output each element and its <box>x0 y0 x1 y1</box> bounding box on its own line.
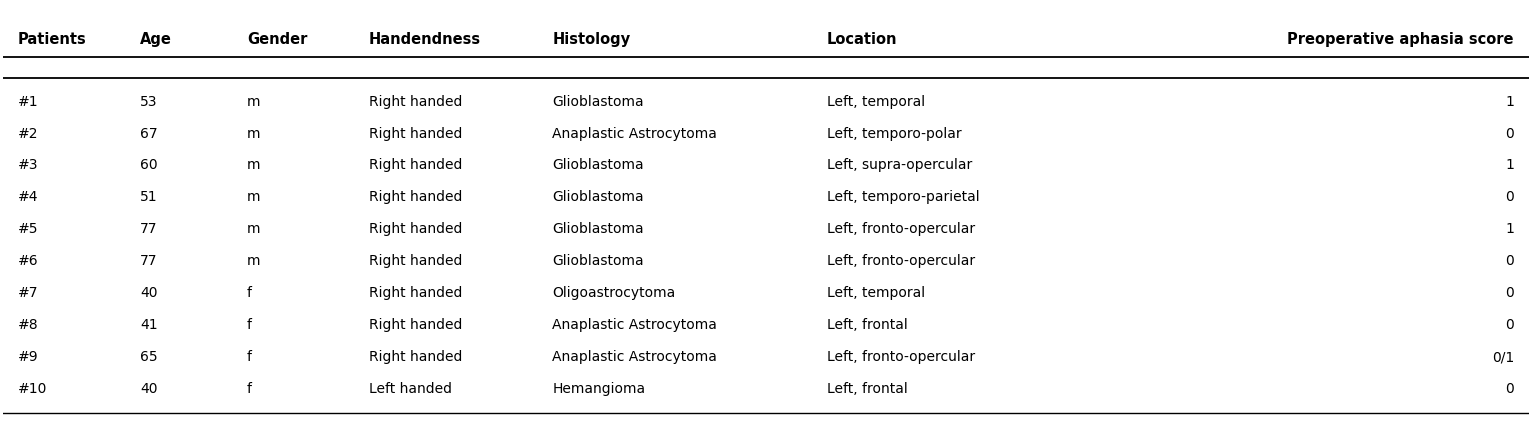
Text: m: m <box>247 222 260 236</box>
Text: f: f <box>247 350 251 364</box>
Text: Right handed: Right handed <box>369 254 463 268</box>
Text: 65: 65 <box>139 350 158 364</box>
Text: 41: 41 <box>139 318 158 332</box>
Text: Left handed: Left handed <box>369 382 452 396</box>
Text: #6: #6 <box>18 254 38 268</box>
Text: 40: 40 <box>139 286 158 300</box>
Text: Preoperative aphasia score: Preoperative aphasia score <box>1287 32 1514 47</box>
Text: Right handed: Right handed <box>369 286 463 300</box>
Text: f: f <box>247 318 251 332</box>
Text: Left, frontal: Left, frontal <box>827 382 908 396</box>
Text: Gender: Gender <box>247 32 308 47</box>
Text: 1: 1 <box>1504 95 1514 109</box>
Text: f: f <box>247 286 251 300</box>
Text: #1: #1 <box>18 95 38 109</box>
Text: #7: #7 <box>18 286 38 300</box>
Text: 1: 1 <box>1504 158 1514 173</box>
Text: #3: #3 <box>18 158 38 173</box>
Text: Glioblastoma: Glioblastoma <box>553 222 643 236</box>
Text: Right handed: Right handed <box>369 95 463 109</box>
Text: m: m <box>247 158 260 173</box>
Text: 77: 77 <box>139 222 158 236</box>
Text: 0/1: 0/1 <box>1492 350 1514 364</box>
Text: Left, temporal: Left, temporal <box>827 95 925 109</box>
Text: Left, temporal: Left, temporal <box>827 286 925 300</box>
Text: m: m <box>247 254 260 268</box>
Text: Right handed: Right handed <box>369 158 463 173</box>
Text: Histology: Histology <box>553 32 631 47</box>
Text: 0: 0 <box>1506 318 1514 332</box>
Text: Right handed: Right handed <box>369 222 463 236</box>
Text: Left, temporo-polar: Left, temporo-polar <box>827 127 962 141</box>
Text: Glioblastoma: Glioblastoma <box>553 158 643 173</box>
Text: Left, fronto-opercular: Left, fronto-opercular <box>827 350 976 364</box>
Text: #5: #5 <box>18 222 38 236</box>
Text: Anaplastic Astrocytoma: Anaplastic Astrocytoma <box>553 318 717 332</box>
Text: 67: 67 <box>139 127 158 141</box>
Text: Anaplastic Astrocytoma: Anaplastic Astrocytoma <box>553 350 717 364</box>
Text: #8: #8 <box>18 318 38 332</box>
Text: m: m <box>247 127 260 141</box>
Text: f: f <box>247 382 251 396</box>
Text: m: m <box>247 190 260 204</box>
Text: Left, temporo-parietal: Left, temporo-parietal <box>827 190 979 204</box>
Text: #10: #10 <box>18 382 47 396</box>
Text: 40: 40 <box>139 382 158 396</box>
Text: 1: 1 <box>1504 222 1514 236</box>
Text: 53: 53 <box>139 95 158 109</box>
Text: #9: #9 <box>18 350 38 364</box>
Text: 0: 0 <box>1506 127 1514 141</box>
Text: 0: 0 <box>1506 286 1514 300</box>
Text: Patients: Patients <box>18 32 87 47</box>
Text: Left, supra-opercular: Left, supra-opercular <box>827 158 973 173</box>
Text: Glioblastoma: Glioblastoma <box>553 95 643 109</box>
Text: Right handed: Right handed <box>369 190 463 204</box>
Text: m: m <box>247 95 260 109</box>
Text: Anaplastic Astrocytoma: Anaplastic Astrocytoma <box>553 127 717 141</box>
Text: 60: 60 <box>139 158 158 173</box>
Text: Location: Location <box>827 32 898 47</box>
Text: Hemangioma: Hemangioma <box>553 382 645 396</box>
Text: Oligoastrocytoma: Oligoastrocytoma <box>553 286 676 300</box>
Text: Glioblastoma: Glioblastoma <box>553 190 643 204</box>
Text: Left, fronto-opercular: Left, fronto-opercular <box>827 222 976 236</box>
Text: Glioblastoma: Glioblastoma <box>553 254 643 268</box>
Text: Handendness: Handendness <box>369 32 481 47</box>
Text: Left, frontal: Left, frontal <box>827 318 908 332</box>
Text: 51: 51 <box>139 190 158 204</box>
Text: 0: 0 <box>1506 382 1514 396</box>
Text: Right handed: Right handed <box>369 350 463 364</box>
Text: #4: #4 <box>18 190 38 204</box>
Text: Left, fronto-opercular: Left, fronto-opercular <box>827 254 976 268</box>
Text: 0: 0 <box>1506 190 1514 204</box>
Text: Age: Age <box>139 32 172 47</box>
Text: Right handed: Right handed <box>369 318 463 332</box>
Text: 77: 77 <box>139 254 158 268</box>
Text: 0: 0 <box>1506 254 1514 268</box>
Text: Right handed: Right handed <box>369 127 463 141</box>
Text: #2: #2 <box>18 127 38 141</box>
